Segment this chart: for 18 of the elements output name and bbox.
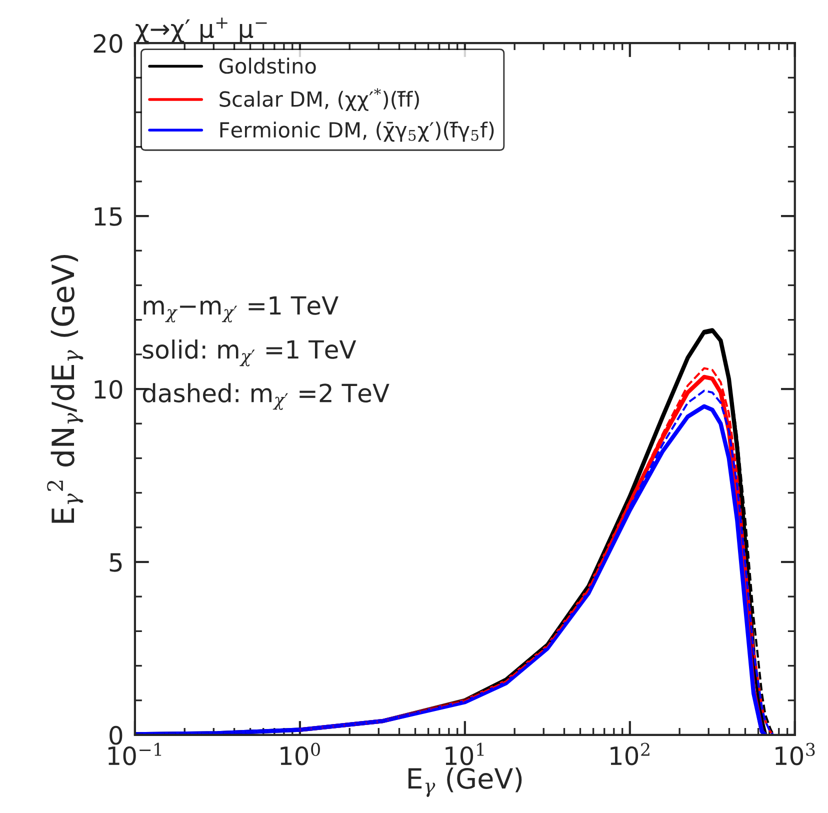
- y-tick-label: 5: [110, 553, 122, 572]
- x-axis-title: E$_{γ}$ (GeV): [408, 767, 522, 797]
- legend-label: Fermionic DM, (χ̄γ$_{5}$χ′)(f̄γ$_{5}$f): [220, 122, 494, 142]
- y-tick-label: 0: [110, 726, 122, 745]
- y-axis-title: E$_{γ}$$^{2}$ dN$_{γ}$/dE$_{γ}$ (GeV): [47, 254, 84, 523]
- legend-label: Scalar DM, (χχ′$^{*}$)(f̄f): [220, 88, 419, 111]
- y-tick-label: 10: [94, 380, 122, 399]
- annotation: dashed: m$_{χ′}$ =2 TeV: [142, 383, 390, 410]
- x-tick-label: 10$^{0}$: [280, 742, 320, 766]
- y-tick-label: 20: [94, 34, 122, 53]
- chart-title: χ→χ′ μ$^{+}$ μ$^{−}$: [136, 18, 267, 43]
- x-tick-label: 10$^{2}$: [610, 742, 650, 766]
- annotation: m$_{χ}$−m$_{χ′}$ =1 TeV: [144, 296, 338, 322]
- x-tick-label: 10$^{1}$: [446, 742, 484, 766]
- x-tick-label: 10$^{3}$: [776, 742, 815, 766]
- annotation: solid: m$_{χ′}$ =1 TeV: [142, 340, 356, 366]
- legend-label: Goldstino: [219, 58, 316, 74]
- y-tick-label: 15: [94, 207, 122, 226]
